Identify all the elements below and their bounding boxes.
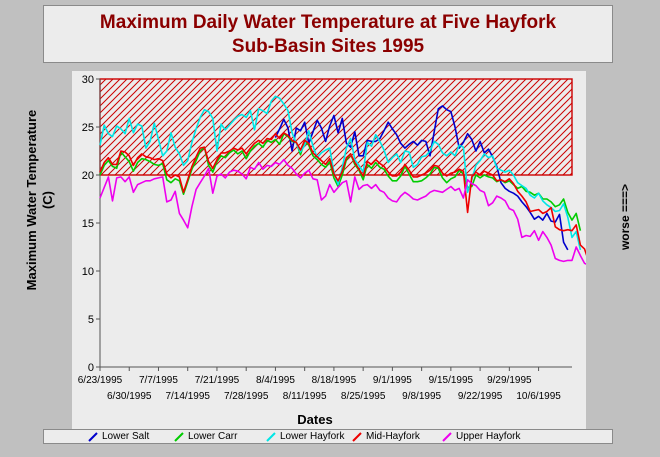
x-tick-label: 7/28/1995: [224, 391, 269, 402]
x-tick-label: 8/18/1995: [312, 375, 357, 386]
x-tick-label: 7/7/1995: [139, 375, 178, 386]
chart-svg: 0 5 10 15 20 25 30 6/23/1995 6/30/1995 7/7/1995 7/…: [78, 74, 586, 402]
legend-swatch: [88, 432, 98, 442]
plot-panel: 0 5 10 15 20 25 30 6/23/1995 6/30/1995 7/7/1995 7/…: [72, 71, 586, 431]
worse-direction-label: worse ===>: [618, 183, 632, 251]
y-tick-label: 15: [82, 218, 94, 230]
x-tick-label: 9/8/1995: [402, 391, 441, 402]
chart-title-line-2: Sub-Basin Sites 1995: [231, 36, 425, 57]
x-tick-label: 7/14/1995: [165, 391, 210, 402]
chart-title-line-1: Maximum Daily Water Temperature at Five …: [99, 12, 557, 33]
x-tick-label: 7/21/1995: [195, 375, 240, 386]
y-tick-label: 5: [88, 314, 94, 326]
x-tick-label: 8/11/1995: [283, 391, 327, 402]
y-tick-label: 25: [82, 122, 94, 134]
y-tick-label: 10: [82, 266, 94, 278]
legend-swatch: [266, 432, 276, 442]
x-tick-label: 8/25/1995: [341, 391, 386, 402]
legend-label: Lower Salt: [102, 431, 150, 442]
x-tick-label: 9/22/1995: [458, 391, 503, 402]
legend-label: Lower Hayfork: [280, 431, 345, 442]
legend-label: Upper Hayfork: [456, 431, 521, 442]
y-tick-label: 0: [88, 362, 94, 374]
x-tick-label: 10/6/1995: [516, 391, 561, 402]
series-line-lower-salt: [274, 105, 569, 251]
legend: Lower Salt Lower Carr Lower Hayfork Mid-Hay…: [43, 429, 613, 444]
x-tick-label: 9/15/1995: [429, 375, 474, 386]
x-tick-label: 9/1/1995: [373, 375, 412, 386]
y-axis-label-line-2: (C): [40, 190, 55, 210]
legend-swatch: [352, 432, 362, 442]
legend-swatch: [442, 432, 452, 442]
x-tick-label: 6/23/1995: [78, 375, 123, 386]
y-tick-label: 30: [82, 74, 94, 86]
x-axis-label: Dates: [297, 412, 333, 427]
y-tick-label: 20: [82, 170, 94, 182]
x-tick-label: 8/4/1995: [256, 375, 295, 386]
legend-label: Lower Carr: [188, 431, 238, 442]
x-tick-label: 9/29/1995: [487, 375, 532, 386]
legend-swatch: [174, 432, 184, 442]
y-axis-label-line-1: Maximum Water Temperature: [24, 109, 39, 291]
legend-label: Mid-Hayfork: [366, 431, 420, 442]
y-axis-label: Maximum Water Temperature (C): [24, 95, 56, 305]
series-line-mid-hayfork: [99, 131, 586, 256]
series-line-upper-hayfork: [99, 158, 586, 265]
chart-title-box: Maximum Daily Water Temperature at Five …: [43, 5, 613, 63]
x-tick-label: 6/30/1995: [107, 391, 152, 402]
